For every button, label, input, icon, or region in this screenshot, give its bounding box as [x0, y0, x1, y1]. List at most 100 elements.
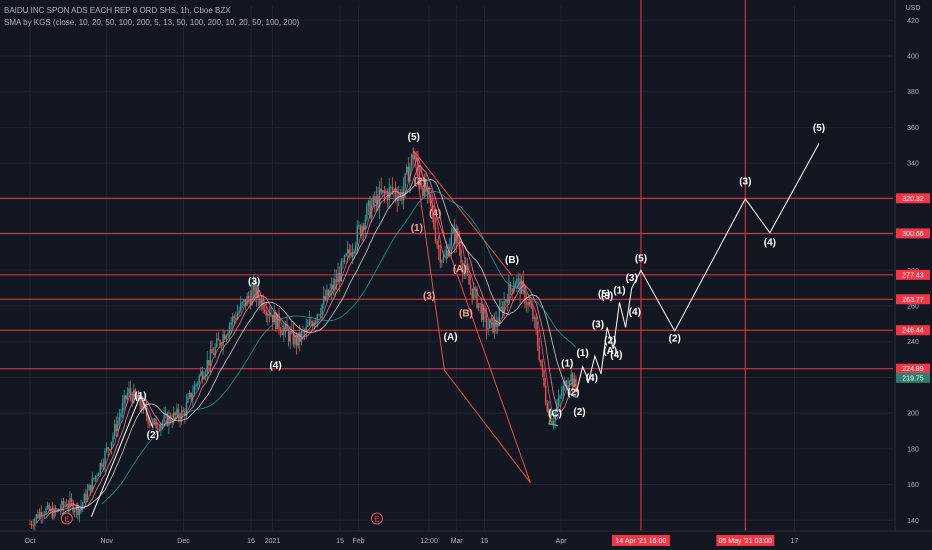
candle-body: [144, 402, 146, 407]
candle-body: [72, 501, 74, 513]
candle-body: [407, 166, 410, 182]
candle-body: [88, 484, 90, 491]
time-marker-badge: [716, 535, 775, 546]
candle-body: [441, 260, 443, 263]
candle-body: [86, 490, 89, 501]
wave-label: (2): [567, 387, 579, 398]
price-tick-label: 420: [907, 18, 919, 25]
candle-body: [278, 313, 280, 330]
wave-label: (4): [269, 361, 281, 372]
candle-body: [216, 338, 218, 347]
candle-body: [174, 412, 176, 416]
candle-body: [32, 525, 34, 527]
candle-body: [378, 188, 381, 208]
candle-body: [192, 393, 194, 400]
candle-body: [455, 228, 457, 244]
candle-body: [211, 349, 213, 354]
candle-body: [560, 394, 563, 397]
wave-label: (1): [613, 286, 625, 297]
candle-body: [37, 514, 39, 518]
candle-body: [473, 288, 475, 299]
candle-body: [546, 402, 548, 412]
indicator-legend[interactable]: SMA by KGS (close, 10, 20, 50, 100, 200,…: [4, 18, 300, 27]
candle-body: [61, 500, 63, 510]
wave-label: (1): [411, 223, 423, 234]
candle-body: [484, 307, 486, 314]
wave-label: (3): [423, 291, 435, 302]
candle-body: [383, 190, 386, 193]
candle-body: [224, 334, 226, 340]
candle-body: [279, 329, 282, 333]
candle-body: [323, 295, 325, 305]
candle-body: [332, 284, 335, 290]
candle-body: [417, 158, 419, 171]
projection-layer: [90, 143, 820, 517]
candle-body: [289, 331, 291, 342]
candle-body: [195, 384, 197, 386]
candle-body: [458, 240, 461, 250]
candle-body: [449, 245, 451, 257]
candle-body: [482, 307, 485, 321]
candle-body: [161, 421, 164, 425]
candle-body: [565, 380, 568, 389]
candle-body: [428, 187, 430, 195]
candle-body: [85, 493, 87, 501]
candle-body: [262, 298, 264, 310]
candle-body: [246, 295, 248, 306]
candle-body: [396, 196, 398, 202]
candle-body: [541, 364, 544, 371]
moving-average-line: [36, 156, 577, 524]
candle-body: [319, 313, 322, 315]
candle-body: [487, 328, 489, 330]
candle-body: [532, 307, 534, 319]
price-tick-label: 140: [907, 518, 919, 525]
candle-body: [48, 504, 50, 511]
candle-body: [474, 288, 477, 290]
candle-body: [345, 254, 347, 256]
candle-body: [311, 323, 314, 327]
candle-body: [172, 412, 175, 423]
candle-body: [437, 245, 440, 250]
level-price-badge: [896, 325, 930, 336]
earnings-event-icon: [60, 512, 73, 525]
earnings-event-label: E: [65, 517, 70, 524]
earnings-event-label: E: [375, 517, 380, 524]
candle-body: [570, 373, 572, 382]
candle-body: [200, 371, 202, 376]
candle-body: [83, 493, 85, 503]
candle-body: [335, 278, 338, 283]
candle-body: [230, 322, 232, 326]
candle-body: [281, 332, 283, 336]
candle-body: [551, 421, 553, 425]
price-tick-label: 360: [907, 125, 919, 132]
candle-body: [511, 288, 513, 293]
candle-body: [51, 508, 54, 518]
candle-body: [81, 502, 84, 507]
level-price-badge: [896, 193, 930, 204]
candle-body: [291, 329, 293, 332]
wave-labels-layer: (1)(2)(3)(4)(5)(2)(4)(1)(3)(A)(B)(A)(B)(…: [134, 123, 825, 441]
time-axis-layer: Oct Nov Dec 16 2021 15 Feb 12:00 Mar 15 Apr 17 14 Ap…: [0, 530, 932, 550]
candle-body: [232, 316, 234, 323]
candle-body: [275, 311, 277, 330]
candle-body: [193, 385, 196, 394]
vertical-markers-layer: [640, 0, 746, 531]
candle-body: [490, 318, 493, 321]
candle-body: [500, 307, 502, 309]
candle-body: [380, 188, 382, 193]
candle-body: [493, 319, 496, 333]
candle-body: [35, 514, 38, 520]
time-marker-label: 14 Apr '21 16:00: [616, 538, 667, 545]
candle-body: [399, 192, 402, 196]
candle-body: [94, 475, 97, 480]
wave-label: (1): [561, 359, 573, 370]
earnings-event-icon: [370, 512, 383, 525]
candle-body: [112, 435, 114, 442]
candle-body: [420, 184, 422, 189]
currency-label: USD: [906, 5, 921, 12]
candle-body: [113, 424, 116, 436]
level-price-label: 320.32: [902, 196, 924, 203]
candle-body: [468, 273, 470, 285]
